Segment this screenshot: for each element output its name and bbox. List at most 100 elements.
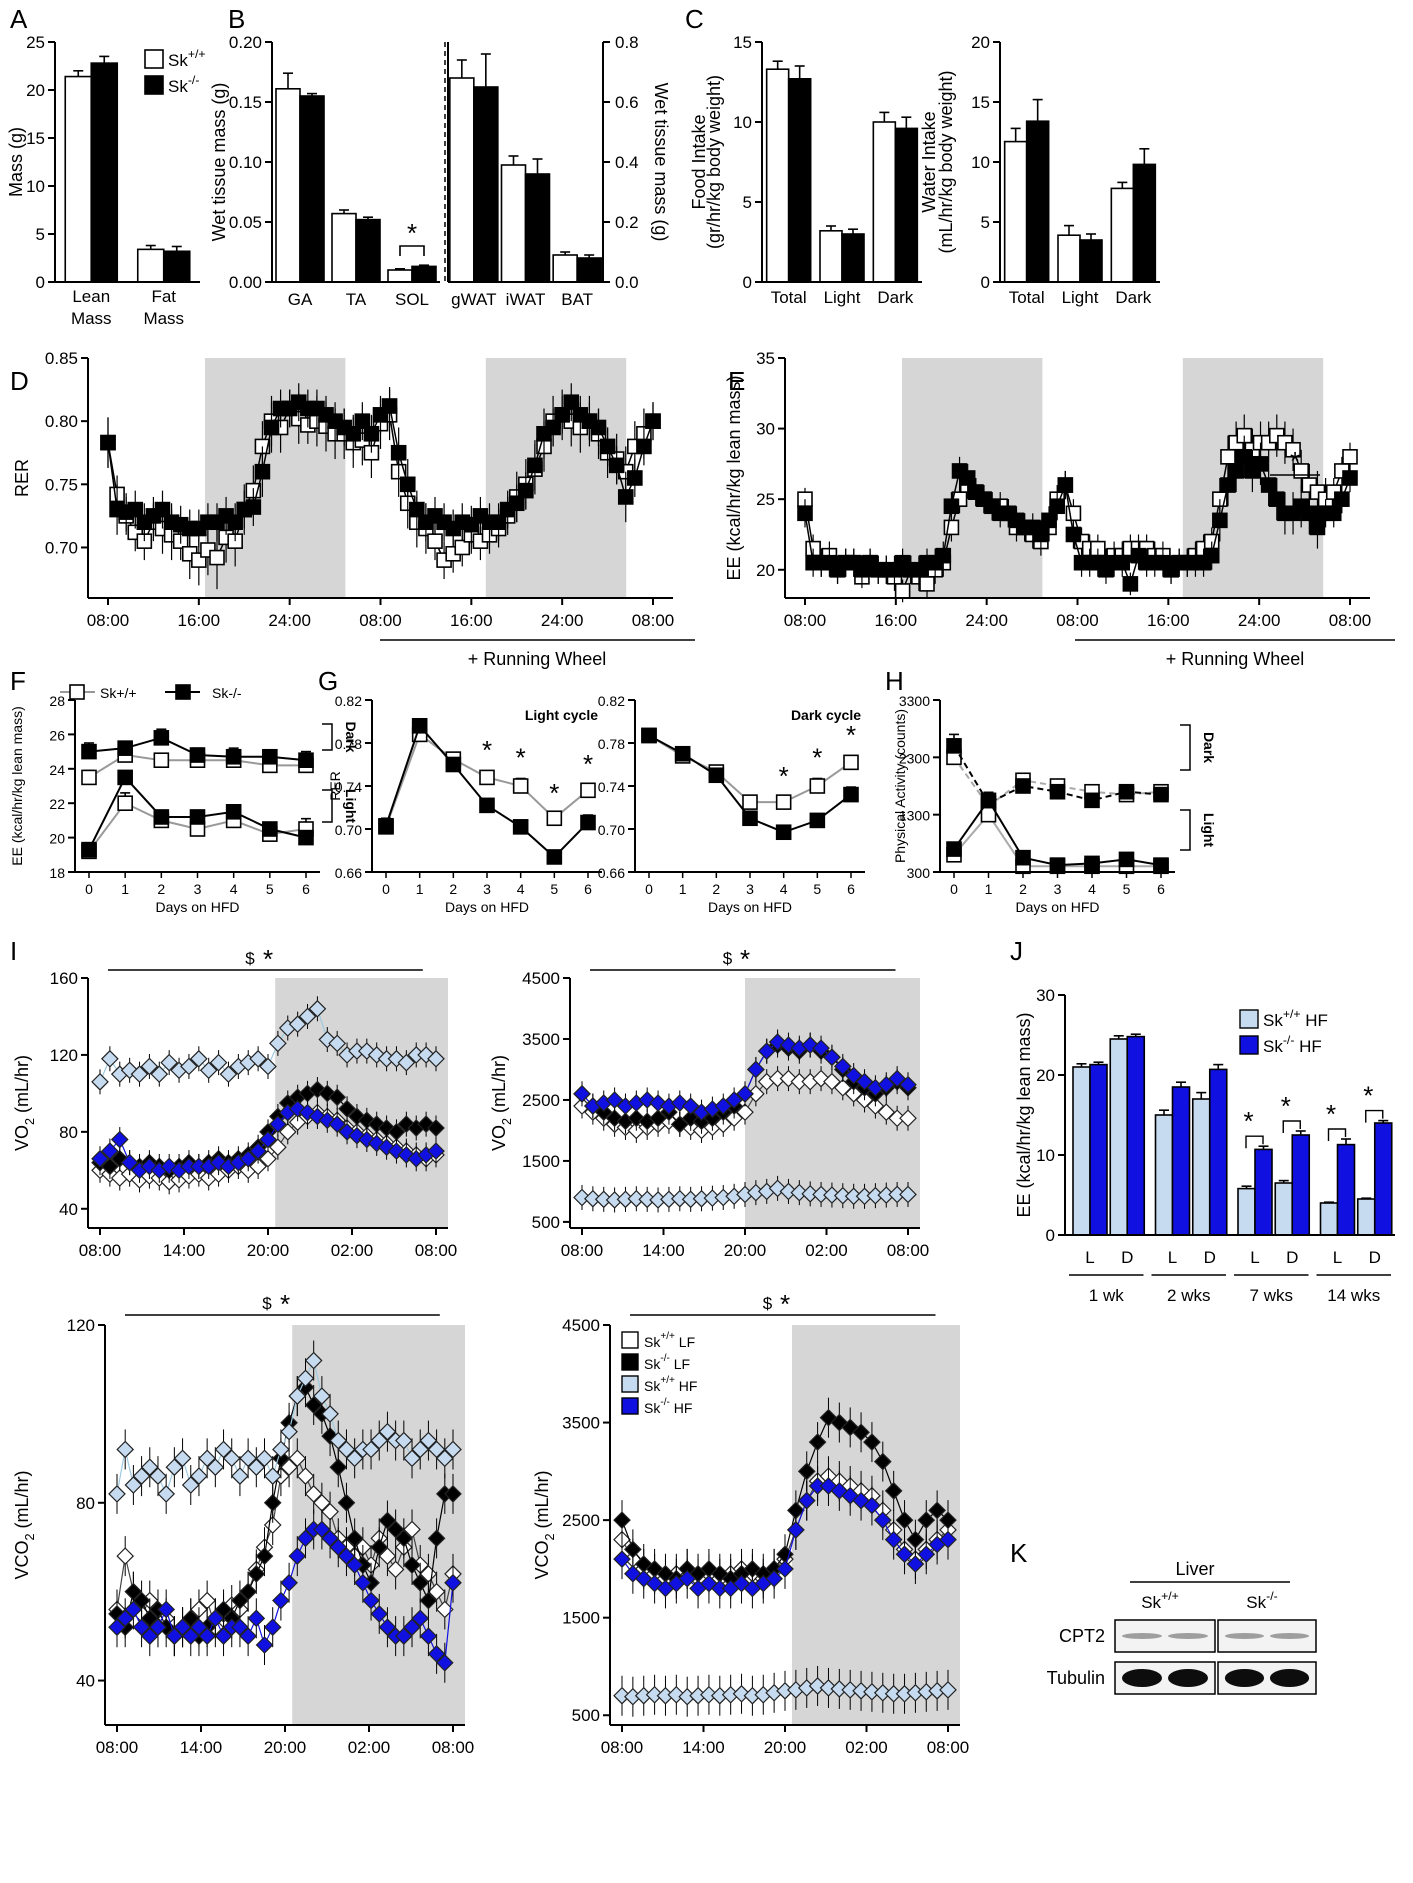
label-sup: +/+ bbox=[660, 1331, 675, 1342]
blot-band bbox=[1224, 1633, 1265, 1639]
x-tick-label: L bbox=[1250, 1248, 1259, 1267]
x-tick-label: 0 bbox=[950, 881, 958, 897]
x-tick-label: 08:00 bbox=[79, 1241, 122, 1260]
data-point bbox=[435, 1653, 454, 1672]
y-tick-label: 20 bbox=[756, 561, 775, 580]
data-point bbox=[895, 1545, 914, 1564]
x-tick-label: 24:00 bbox=[268, 611, 311, 630]
data-point bbox=[362, 1440, 380, 1459]
legend-swatch bbox=[1239, 1009, 1259, 1029]
x-tick-label: Dark bbox=[877, 288, 913, 307]
data-point bbox=[255, 1636, 274, 1654]
data-point bbox=[1049, 857, 1066, 873]
data-point bbox=[545, 419, 561, 436]
y-tick-label: 500 bbox=[572, 1706, 600, 1725]
data-point bbox=[1114, 554, 1131, 571]
x-tick-label: D bbox=[1121, 1248, 1133, 1267]
data-point bbox=[599, 438, 616, 455]
data-point bbox=[225, 748, 242, 765]
data-point bbox=[390, 444, 407, 461]
significance-star: * bbox=[780, 1289, 790, 1319]
bar bbox=[1356, 1198, 1376, 1236]
y-tick-label: 0.00 bbox=[229, 273, 262, 292]
y-tick-label: 0.82 bbox=[598, 693, 625, 709]
data-point bbox=[321, 1529, 339, 1548]
x-tick-label: 14:00 bbox=[682, 1738, 725, 1757]
data-point bbox=[140, 1458, 159, 1477]
data-point bbox=[363, 425, 380, 442]
data-point bbox=[239, 1627, 257, 1645]
label-base: Sk bbox=[644, 1356, 661, 1372]
x-tick-label: 2 bbox=[157, 881, 165, 897]
y-tick-label: 2300 bbox=[899, 750, 930, 766]
data-point bbox=[101, 1049, 119, 1068]
data-point bbox=[917, 1545, 936, 1564]
blot-frame bbox=[1217, 1619, 1317, 1653]
data-point bbox=[546, 810, 563, 827]
data-point bbox=[117, 795, 133, 812]
data-point bbox=[225, 803, 242, 820]
bar bbox=[1126, 1035, 1146, 1236]
y-tick-label: 20 bbox=[971, 33, 990, 52]
y-tick-label: 0 bbox=[1046, 1226, 1055, 1245]
data-point bbox=[580, 814, 596, 831]
y-tick-label: 3300 bbox=[899, 693, 930, 709]
data-point bbox=[199, 1061, 218, 1080]
data-point bbox=[269, 1115, 287, 1134]
dark-phase-shading bbox=[792, 1325, 960, 1725]
data-point bbox=[214, 1627, 233, 1645]
data-point bbox=[823, 1072, 841, 1091]
y-tick-label: 20 bbox=[26, 81, 45, 100]
label-base: Sk bbox=[1246, 1593, 1266, 1612]
data-point bbox=[262, 748, 278, 765]
data-point bbox=[189, 1049, 208, 1068]
data-point bbox=[736, 1085, 754, 1103]
significance-star: * bbox=[407, 218, 417, 248]
legend-label: Sk-/- bbox=[168, 73, 199, 96]
chart-G2: 0.66 0.70 0.74 0.78 0.82 0 1 2 3 4 5 6 Days on HFD Da… bbox=[598, 693, 865, 915]
data-point bbox=[787, 1521, 805, 1539]
data-point bbox=[296, 1529, 315, 1548]
bar bbox=[1237, 1187, 1256, 1236]
y-axis-label: Mass (g) bbox=[6, 127, 26, 197]
data-point bbox=[108, 1618, 126, 1637]
y-tick-label: 0.85 bbox=[45, 349, 78, 368]
legend-label: Sk+/+ HF bbox=[644, 1375, 697, 1394]
x-tick-label: 08:00 bbox=[887, 1241, 930, 1260]
data-point bbox=[304, 1485, 323, 1503]
significance-bracket bbox=[1365, 1109, 1384, 1123]
significance-star: * bbox=[516, 742, 526, 772]
data-point bbox=[108, 1485, 126, 1503]
data-point bbox=[844, 1066, 863, 1085]
x-tick-label: 3 bbox=[194, 881, 202, 897]
y-axis-label: EE (kcal/hr/kg lean mass) bbox=[1014, 1012, 1034, 1217]
data-point bbox=[378, 1618, 397, 1637]
blot-band bbox=[1168, 1669, 1208, 1687]
y-tick-label: 30 bbox=[1036, 986, 1055, 1005]
data-point bbox=[790, 1183, 809, 1202]
bar bbox=[387, 269, 413, 283]
data-point bbox=[1325, 505, 1342, 522]
data-point bbox=[337, 1493, 356, 1512]
data-point bbox=[269, 1034, 287, 1053]
data-point bbox=[427, 1582, 446, 1601]
label-tail: HF bbox=[675, 1378, 698, 1394]
bar bbox=[1319, 1202, 1339, 1236]
data-point bbox=[337, 1547, 356, 1565]
data-point bbox=[1285, 441, 1301, 458]
data-point bbox=[403, 1449, 421, 1468]
data-point bbox=[411, 1573, 430, 1592]
data-point bbox=[328, 1115, 347, 1134]
y-tick-label: 0.8 bbox=[615, 33, 639, 52]
label-base: Sk bbox=[168, 77, 188, 96]
label-tail: LF bbox=[670, 1356, 690, 1372]
data-point bbox=[117, 769, 133, 786]
data-point bbox=[419, 1627, 438, 1645]
data-point bbox=[563, 394, 580, 411]
bar bbox=[1089, 1063, 1108, 1236]
bar bbox=[872, 121, 897, 283]
data-point bbox=[298, 752, 314, 769]
data-point bbox=[427, 1119, 445, 1137]
y-tick-label: 0 bbox=[743, 273, 752, 292]
